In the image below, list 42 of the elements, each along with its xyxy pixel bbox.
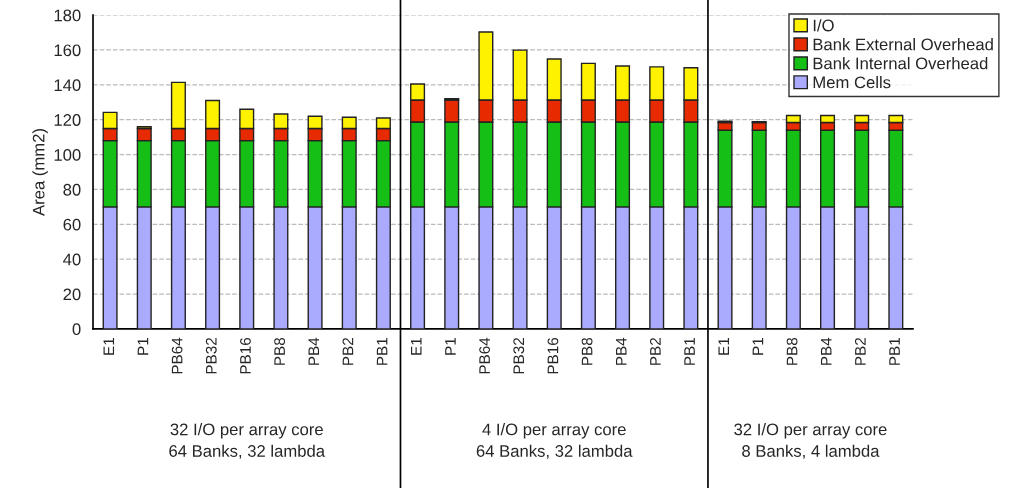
x-tick-label: PB32 [513, 338, 525, 374]
x-tick-label: PB1 [376, 337, 388, 365]
legend-label: Bank External Overhead [813, 38, 993, 51]
x-tick-label: P1 [445, 337, 456, 355]
y-tick-label: 60 [63, 218, 81, 231]
y-tick-label: 100 [54, 148, 81, 161]
x-tick-label: P1 [137, 337, 149, 355]
x-tick-label: PB4 [308, 337, 320, 365]
y-tick-label: 120 [54, 114, 81, 126]
x-tick-label: PB2 [854, 338, 866, 365]
text: 4 I/O per array core 64 Banks, 32 lambda [476, 423, 633, 459]
x-tick-label: PB16 [240, 337, 251, 374]
legend-label: Bank Internal Overhead [813, 57, 988, 70]
legend-label: Mem Cells [813, 76, 891, 89]
y-tick-label: 0 [72, 323, 81, 336]
y-tick-label: 160 [54, 44, 81, 57]
text: 32 I/O per array core 64 Banks, 32 lambda [169, 423, 326, 459]
x-tick-label: PB2 [342, 338, 354, 365]
legend-label: I/O [813, 19, 834, 32]
y-tick-label: 40 [63, 253, 81, 266]
x-tick-label: PB8 [786, 337, 798, 365]
y-axis-title: Area (mm2) [32, 129, 48, 216]
x-tick-label: PB32 [205, 338, 217, 374]
x-tick-label: PB64 [171, 337, 183, 374]
x-tick-label: P1 [752, 337, 764, 355]
x-tick-label: PB64 [479, 337, 490, 374]
x-tick-label: PB8 [581, 337, 593, 365]
x-tick-label: PB16 [547, 337, 559, 374]
y-tick-label: 180 [54, 9, 81, 22]
y-tick-label: 20 [63, 288, 81, 301]
x-tick-label: PB1 [684, 337, 695, 365]
x-tick-label: PB4 [820, 337, 832, 365]
x-tick-label: E1 [103, 337, 115, 355]
x-tick-label: PB2 [649, 338, 661, 365]
x-tick-label: E1 [718, 337, 729, 355]
x-tick-label: E1 [411, 337, 422, 355]
x-tick-label: PB4 [615, 337, 627, 365]
x-tick-label: PB1 [889, 337, 900, 365]
x-tick-label: PB8 [274, 337, 286, 365]
text: 32 I/O per array core 8 Banks, 4 lambda [734, 423, 887, 459]
y-tick-label: 140 [54, 79, 81, 92]
y-tick-label: 80 [63, 183, 81, 196]
